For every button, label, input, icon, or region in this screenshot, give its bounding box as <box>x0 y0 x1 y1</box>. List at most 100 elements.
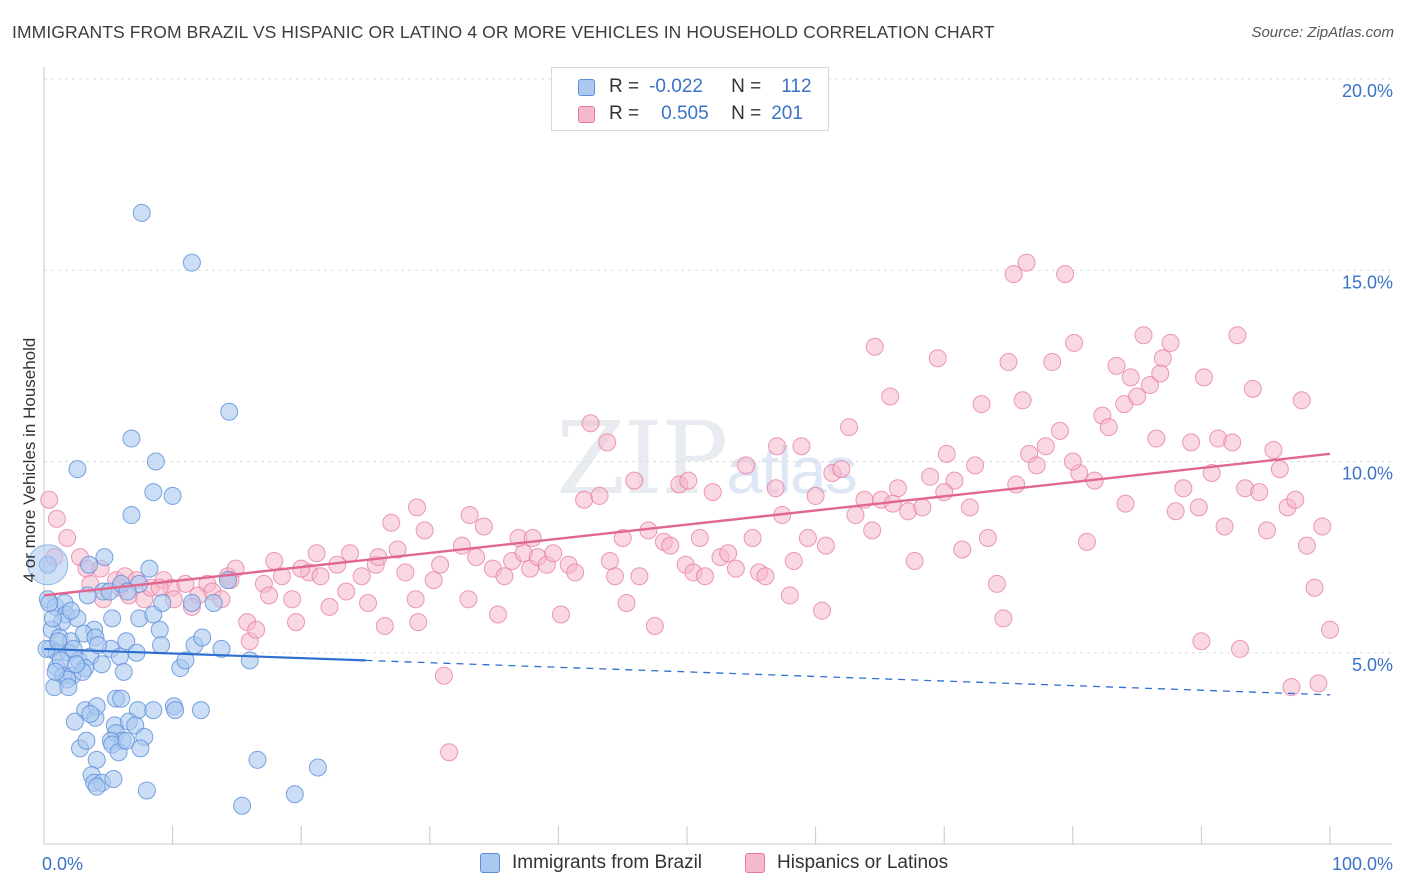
point-hispanics <box>1309 674 1328 693</box>
point-hispanics <box>888 479 907 498</box>
point-brazil <box>65 712 84 731</box>
point-hispanics <box>813 601 832 620</box>
legend-swatch-brazil <box>578 78 595 96</box>
point-hispanics <box>409 613 428 632</box>
series-hispanics-points <box>40 253 1339 762</box>
point-hispanics <box>1202 463 1221 482</box>
point-hispanics <box>1313 517 1332 536</box>
point-hispanics <box>40 490 59 509</box>
point-hispanics <box>359 594 378 613</box>
point-brazil <box>62 601 81 620</box>
y-tick-label: 15.0% <box>1342 272 1393 292</box>
point-hispanics <box>1147 429 1166 448</box>
y-tick-label: 5.0% <box>1352 655 1393 675</box>
point-hispanics <box>352 567 371 586</box>
point-brazil <box>285 785 304 804</box>
point-brazil <box>248 750 267 769</box>
point-hispanics <box>415 521 434 540</box>
point-brazil <box>114 662 133 681</box>
point-hispanics <box>1223 433 1242 452</box>
point-hispanics <box>407 498 426 517</box>
point-hispanics <box>645 616 664 635</box>
point-brazil <box>131 739 150 758</box>
point-hispanics <box>768 437 787 456</box>
point-brazil <box>122 429 141 448</box>
point-hispanics <box>953 540 972 559</box>
point-hispanics <box>703 483 722 502</box>
point-hispanics <box>1107 356 1126 375</box>
point-brazil <box>68 460 87 479</box>
point-hispanics <box>881 387 900 406</box>
point-hispanics <box>1174 479 1193 498</box>
point-hispanics <box>1027 456 1046 475</box>
point-hispanics <box>260 586 279 605</box>
bottom-legend-swatch-brazil <box>480 853 500 873</box>
point-hispanics <box>1192 632 1211 651</box>
point-hispanics <box>1056 265 1075 284</box>
point-hispanics <box>272 567 291 586</box>
point-hispanics <box>1099 418 1118 437</box>
point-hispanics <box>544 544 563 563</box>
x-tick-label: 100.0% <box>1332 854 1393 874</box>
point-brazil-large <box>27 544 69 586</box>
point-hispanics <box>661 536 680 555</box>
point-hispanics <box>784 551 803 570</box>
point-hispanics <box>247 620 266 639</box>
point-hispanics <box>987 574 1006 593</box>
point-hispanics <box>1128 387 1147 406</box>
point-hispanics <box>396 563 415 582</box>
point-brazil <box>46 662 65 681</box>
point-hispanics <box>832 460 851 479</box>
legend-r-value: -0.022 <box>649 76 703 97</box>
point-brazil <box>122 506 141 525</box>
point-hispanics <box>1292 391 1311 410</box>
point-hispanics <box>966 456 985 475</box>
point-hispanics <box>283 590 302 609</box>
legend-n-label: N = <box>731 103 762 124</box>
series-brazil-points <box>27 203 327 815</box>
legend-n-value: 201 <box>771 103 803 124</box>
point-hispanics <box>1189 498 1208 517</box>
x-tick-label: 0.0% <box>42 854 83 874</box>
point-brazil <box>193 628 212 647</box>
bottom-legend-brazil: Immigrants from Brazil <box>480 852 702 874</box>
bottom-legend-hispanics: Hispanics or Latinos <box>745 852 948 874</box>
point-hispanics <box>913 498 932 517</box>
point-hispanics <box>307 544 326 563</box>
point-hispanics <box>726 559 745 578</box>
point-hispanics <box>1161 333 1180 352</box>
point-hispanics <box>460 506 479 525</box>
y-tick-label: 20.0% <box>1342 81 1393 101</box>
point-hispanics <box>605 567 624 586</box>
point-hispanics <box>320 597 339 616</box>
point-hispanics <box>1282 678 1301 697</box>
point-hispanics <box>978 529 997 547</box>
point-brazil <box>137 781 156 800</box>
point-brazil <box>104 769 123 788</box>
point-hispanics <box>690 529 709 547</box>
point-hispanics <box>375 616 394 635</box>
legend-n-label: N = <box>731 76 762 97</box>
point-brazil <box>163 486 182 505</box>
point-hispanics <box>798 529 817 547</box>
point-brazil <box>81 704 100 723</box>
point-brazil <box>152 636 171 655</box>
point-hispanics <box>863 521 882 540</box>
point-hispanics <box>431 555 450 574</box>
point-brazil <box>117 731 136 750</box>
point-brazil <box>240 651 259 670</box>
point-hispanics <box>47 509 66 528</box>
point-hispanics <box>406 590 425 609</box>
point-hispanics <box>1036 437 1055 456</box>
point-hispanics <box>928 349 947 368</box>
point-hispanics <box>756 567 775 586</box>
point-hispanics <box>590 486 609 505</box>
point-brazil <box>150 620 169 639</box>
point-hispanics <box>1286 490 1305 509</box>
point-hispanics <box>937 444 956 463</box>
legend-row-brazil: R = -0.022 N = 112 <box>552 74 812 100</box>
point-hispanics <box>1050 421 1069 440</box>
point-hispanics <box>1250 483 1269 502</box>
point-hispanics <box>1007 475 1026 494</box>
point-hispanics <box>1017 253 1036 272</box>
